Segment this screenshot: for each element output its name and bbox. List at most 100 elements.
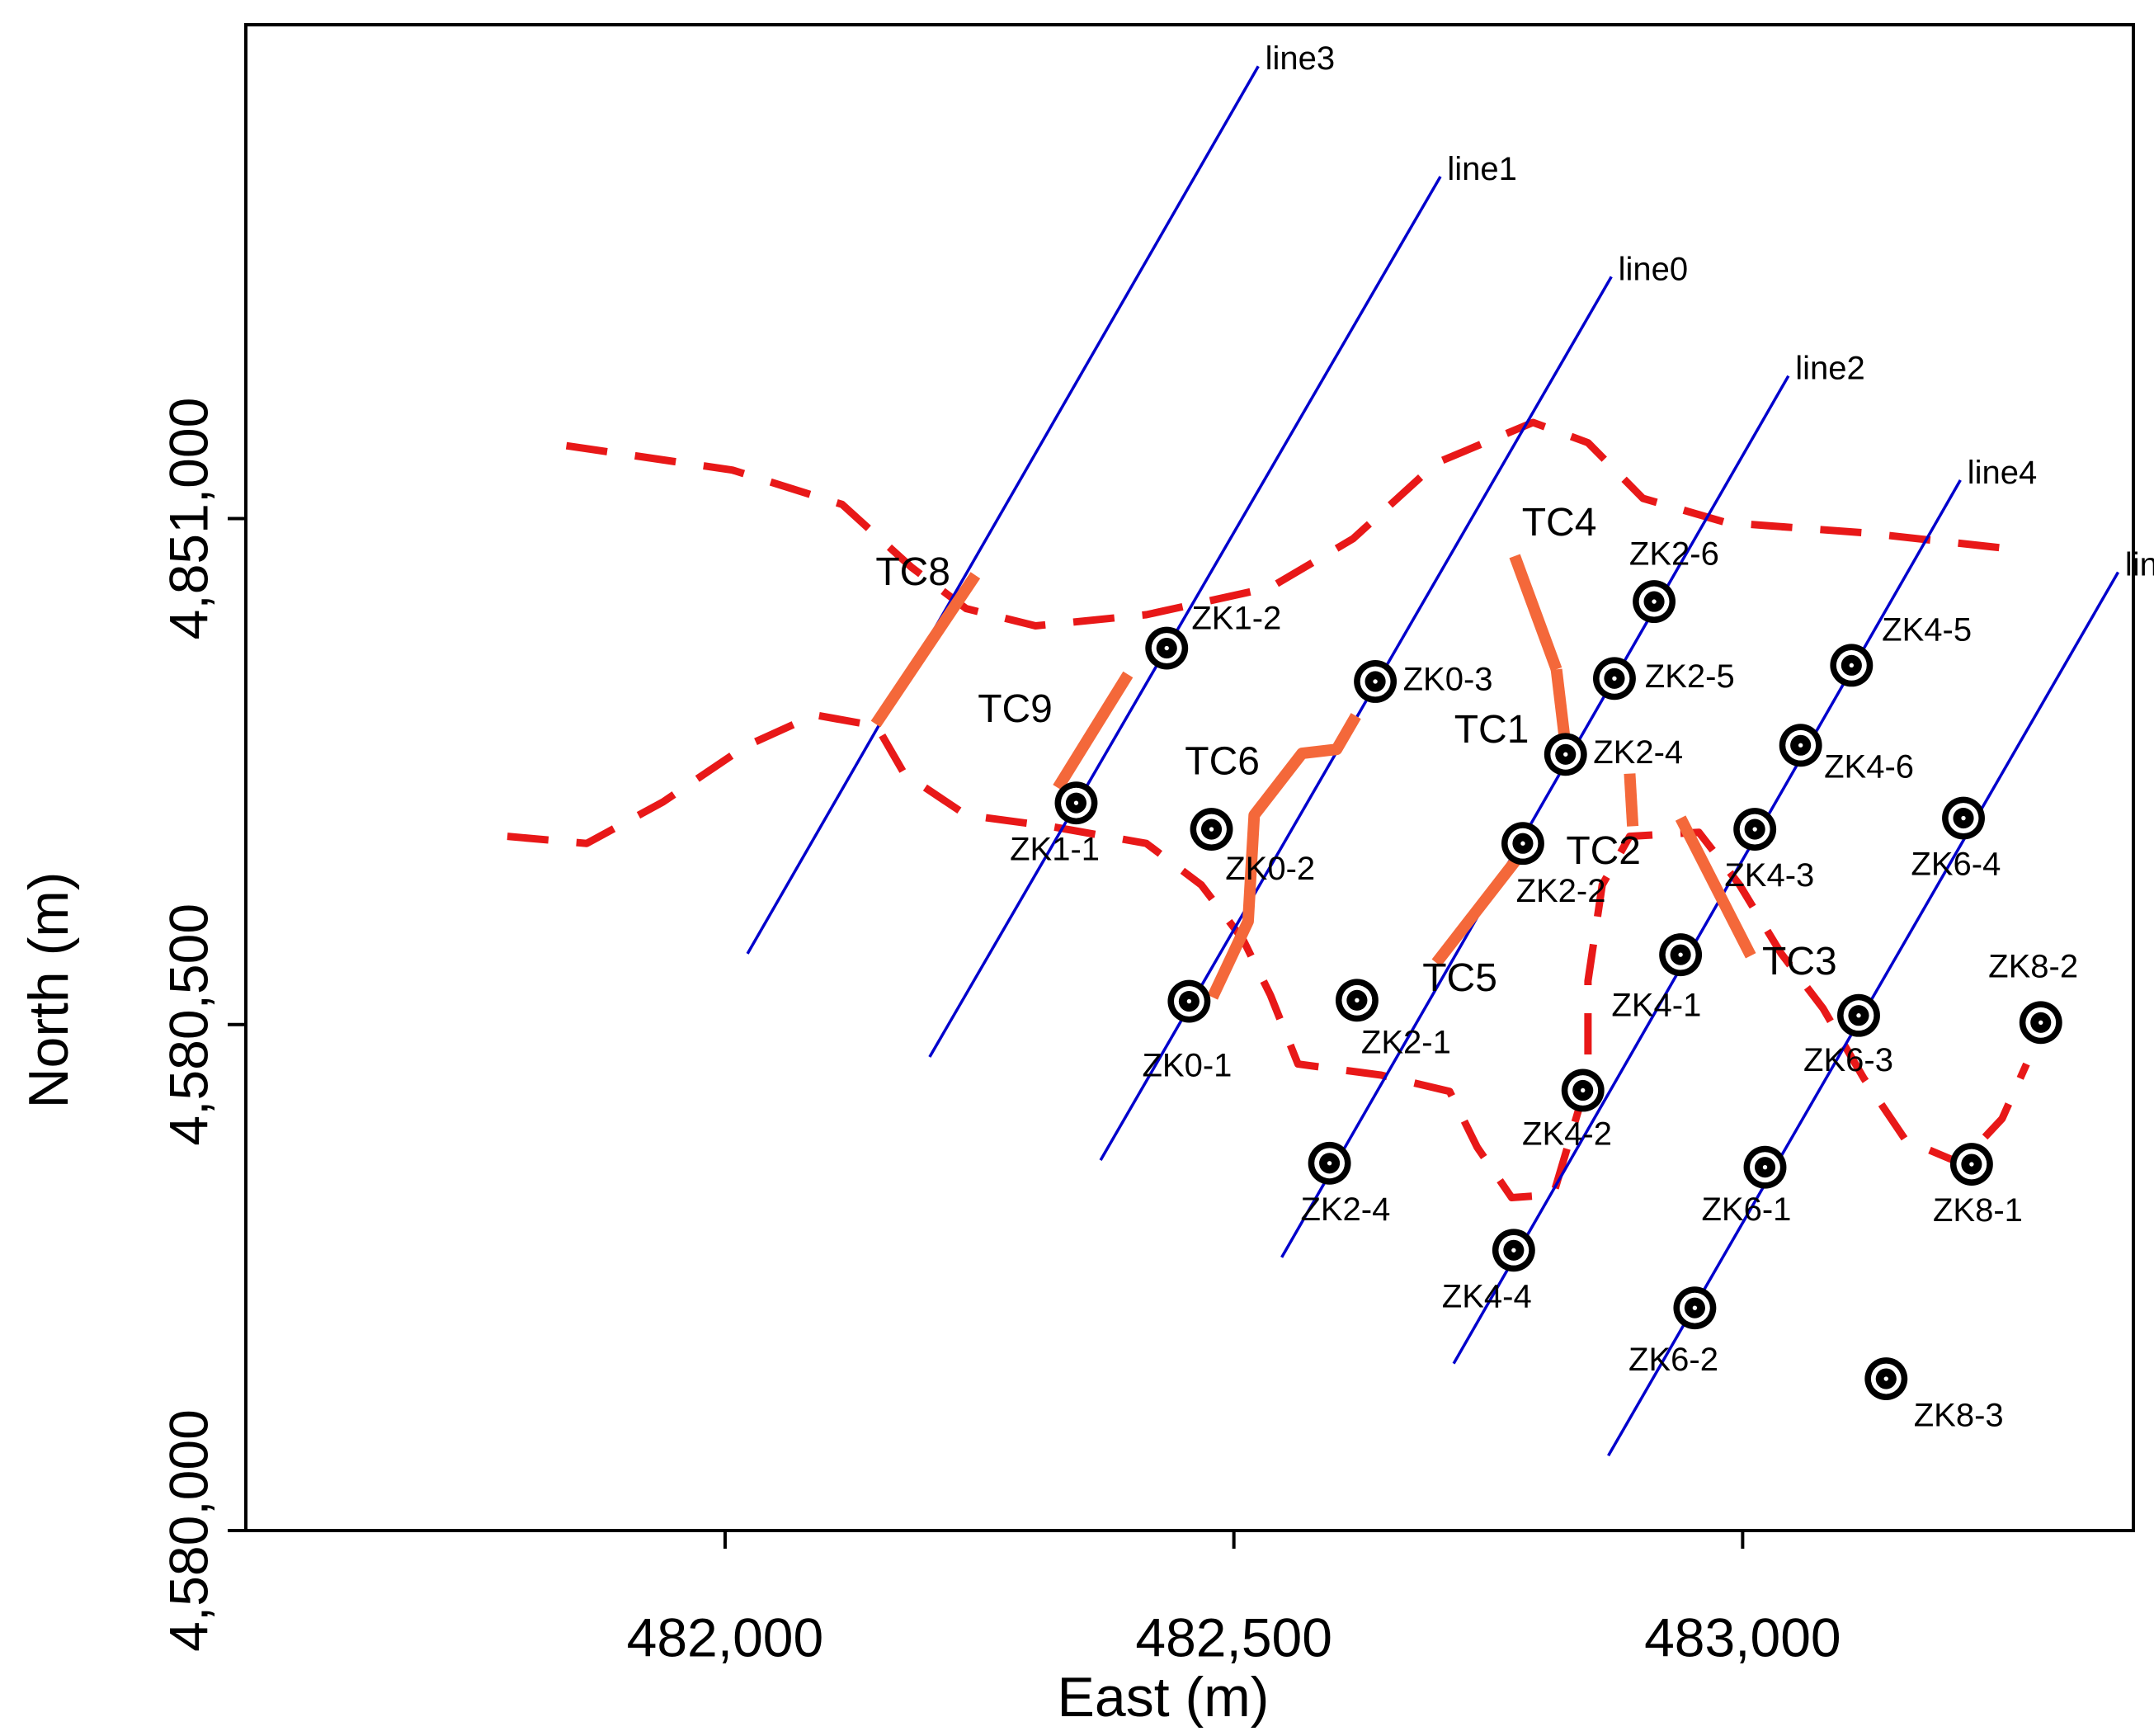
borehole: [1544, 733, 1587, 776]
borehole-ring: [1798, 743, 1803, 748]
borehole-label: ZK2-4: [1593, 734, 1683, 771]
borehole: [1054, 781, 1098, 825]
borehole: [1733, 808, 1777, 851]
y-tick-label: 4,580,500: [158, 903, 219, 1146]
borehole-label: ZK4-4: [1442, 1278, 1532, 1314]
borehole-label: ZK2-1: [1361, 1024, 1451, 1060]
x-tick-label: 483,000: [1644, 1606, 1841, 1668]
borehole-label: ZK4-6: [1824, 748, 1914, 785]
borehole-ring: [1678, 952, 1683, 957]
trench: [1207, 713, 1361, 1000]
y-tick-label: 4,580,000: [158, 1409, 219, 1652]
trench: [1509, 554, 1562, 672]
borehole-label: ZK8-2: [1988, 949, 2078, 985]
borehole-ring: [1612, 676, 1617, 681]
survey-line: [928, 176, 1442, 1058]
borehole-label: ZK2-5: [1645, 658, 1735, 695]
borehole-ring: [1692, 1305, 1698, 1310]
borehole-ring: [1563, 752, 1568, 757]
borehole: [1942, 796, 1985, 840]
borehole-ring: [1752, 827, 1757, 832]
borehole: [2019, 1001, 2062, 1045]
borehole-ring: [1883, 1376, 1888, 1381]
borehole-label: ZK2-6: [1629, 535, 1719, 572]
borehole: [1659, 933, 1703, 977]
borehole-ring: [1652, 599, 1657, 604]
trench-label: TC5: [1422, 956, 1497, 1000]
borehole-label: ZK6-3: [1803, 1042, 1893, 1078]
borehole-label: ZK0-1: [1142, 1047, 1232, 1083]
borehole-ring: [1209, 827, 1214, 832]
borehole-ring: [1581, 1087, 1586, 1093]
borehole: [1830, 644, 1874, 687]
borehole: [1190, 808, 1233, 851]
borehole-label: ZK4-1: [1611, 987, 1701, 1023]
trench-label: TC6: [1185, 739, 1260, 783]
borehole-ring: [2039, 1020, 2043, 1025]
trench-label: TC4: [1522, 501, 1597, 545]
survey-line-label: line0: [1619, 251, 1689, 287]
trench-label: TC1: [1454, 708, 1529, 752]
trench: [1675, 815, 1756, 959]
x-axis-title: East (m): [1058, 1666, 1270, 1729]
survey-line: [1280, 375, 1790, 1258]
borehole: [1837, 993, 1880, 1037]
borehole-label: ZK6-4: [1911, 847, 2001, 883]
borehole-ring: [1969, 1162, 1974, 1167]
borehole-label: ZK6-2: [1628, 1342, 1718, 1378]
borehole-label: ZK2-4: [1300, 1191, 1390, 1228]
borehole-ring: [1520, 841, 1525, 846]
borehole: [1593, 657, 1636, 701]
borehole-label: ZK6-1: [1701, 1191, 1791, 1228]
x-tick-label: 482,500: [1135, 1606, 1332, 1668]
borehole-ring: [1856, 1013, 1861, 1018]
borehole-ring: [1355, 998, 1360, 1003]
borehole-ring: [1762, 1165, 1768, 1170]
borehole-label: ZK1-1: [1010, 831, 1100, 867]
borehole-label: ZK0-2: [1225, 851, 1315, 887]
y-tick-label: 4,851,000: [158, 398, 219, 640]
borehole-ring: [1511, 1248, 1516, 1252]
borehole: [1949, 1143, 1993, 1186]
borehole: [1145, 626, 1189, 670]
borehole: [1673, 1286, 1717, 1330]
survey-line: [1452, 479, 1962, 1365]
survey-line-label: line4: [1968, 455, 2038, 491]
borehole-label: ZK8-3: [1914, 1397, 2004, 1433]
borehole: [1561, 1068, 1605, 1112]
borehole: [1864, 1357, 1908, 1400]
borehole: [1335, 979, 1379, 1022]
survey-line-label: line3: [1266, 40, 1336, 77]
trench: [1431, 852, 1524, 967]
borehole-ring: [1073, 800, 1079, 805]
survey-line: [746, 65, 1260, 955]
borehole: [1308, 1141, 1351, 1185]
survey-line-label: line1: [1447, 151, 1517, 187]
borehole: [1501, 822, 1544, 866]
trench: [1053, 671, 1134, 791]
borehole-ring: [1327, 1161, 1332, 1166]
borehole-label: ZK1-2: [1191, 601, 1281, 637]
trench-label: TC9: [978, 687, 1053, 731]
borehole-ring: [1373, 679, 1378, 684]
trench: [1624, 773, 1639, 827]
trench-label: TC3: [1762, 940, 1837, 984]
boundary-line: [565, 418, 2003, 630]
borehole-label: ZK2-2: [1516, 873, 1606, 909]
y-axis-title: North (m): [17, 871, 80, 1108]
borehole: [1167, 979, 1211, 1023]
borehole: [1354, 660, 1398, 703]
survey-line-label: line6: [2125, 546, 2154, 583]
borehole-ring: [1849, 663, 1855, 668]
borehole-label: ZK8-1: [1933, 1192, 2023, 1229]
plot-frame: [244, 23, 2135, 1532]
borehole: [1779, 724, 1822, 767]
trench-label: TC2: [1566, 829, 1641, 873]
borehole: [1743, 1145, 1787, 1189]
borehole-ring: [1164, 645, 1169, 651]
borehole-ring: [1961, 815, 1966, 821]
boundary-line: [507, 710, 2030, 1201]
borehole-label: ZK0-3: [1403, 662, 1493, 698]
x-tick-label: 482,000: [627, 1606, 824, 1668]
borehole-ring: [1186, 998, 1192, 1004]
